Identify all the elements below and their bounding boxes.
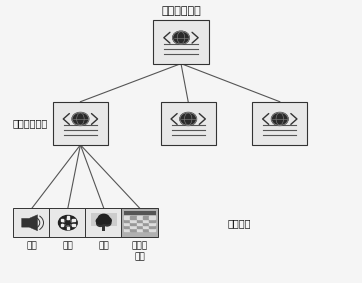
Bar (61, 224, 63, 226)
Bar (85, 208, 122, 237)
Text: 音频: 音频 (26, 241, 37, 250)
Bar (130, 219, 136, 222)
Bar (121, 208, 158, 237)
Bar (153, 20, 209, 64)
Bar (124, 216, 130, 219)
Circle shape (104, 220, 111, 226)
Bar (124, 211, 156, 215)
Bar (72, 224, 75, 226)
Bar (130, 222, 136, 225)
Bar (124, 225, 130, 228)
Bar (150, 225, 155, 228)
Bar (150, 228, 155, 231)
Bar (130, 228, 136, 231)
Bar (143, 225, 149, 228)
Bar (136, 222, 143, 225)
Bar (72, 219, 75, 221)
Bar (136, 216, 143, 219)
Bar (252, 102, 307, 145)
Bar (53, 102, 108, 145)
Circle shape (66, 221, 70, 225)
Circle shape (72, 113, 89, 125)
Circle shape (173, 31, 189, 44)
Text: 应用配置文件: 应用配置文件 (161, 6, 201, 16)
Polygon shape (22, 215, 38, 231)
Bar (150, 219, 155, 222)
Text: 组件配置文件: 组件配置文件 (12, 118, 47, 128)
Circle shape (59, 215, 77, 230)
Circle shape (63, 219, 72, 226)
Bar (143, 228, 149, 231)
Circle shape (103, 217, 111, 224)
Bar (91, 213, 117, 226)
Bar (102, 223, 105, 226)
Bar (150, 222, 155, 225)
Bar (130, 225, 136, 228)
Bar (61, 219, 63, 221)
Text: 可执行
程序: 可执行 程序 (132, 241, 148, 261)
Text: 图片: 图片 (98, 241, 109, 250)
Circle shape (96, 218, 105, 224)
Bar (67, 216, 69, 218)
Bar (136, 219, 143, 222)
Bar (130, 216, 136, 219)
Bar (136, 225, 143, 228)
Text: 视频: 视频 (63, 241, 73, 250)
Bar (160, 102, 216, 145)
Bar (143, 216, 149, 219)
Bar (102, 226, 105, 231)
Bar (150, 216, 155, 219)
Bar (143, 222, 149, 225)
Circle shape (180, 113, 197, 125)
Circle shape (272, 113, 288, 125)
Bar (124, 222, 130, 225)
Bar (124, 228, 130, 231)
Bar (49, 208, 87, 237)
Bar (13, 208, 51, 237)
Circle shape (98, 214, 109, 223)
Bar (67, 227, 69, 229)
Bar (124, 219, 130, 222)
Circle shape (97, 220, 104, 226)
Bar (136, 228, 143, 231)
Circle shape (98, 217, 109, 225)
Text: 组件资源: 组件资源 (228, 218, 251, 228)
Bar (143, 219, 149, 222)
